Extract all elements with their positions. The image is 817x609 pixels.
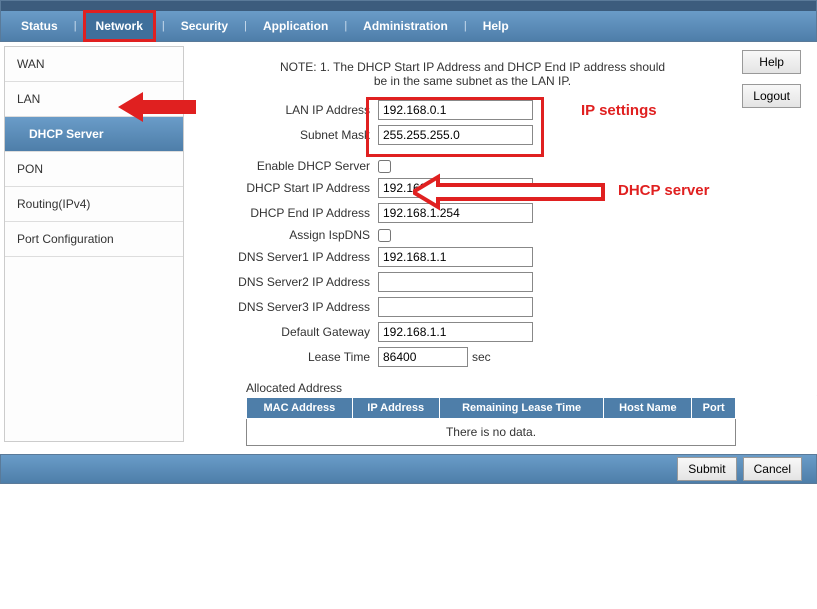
lan-ip-label: LAN IP Address	[198, 103, 378, 117]
tab-help[interactable]: Help	[473, 13, 519, 39]
help-button[interactable]: Help	[742, 50, 801, 74]
sidebar-item-wan[interactable]: WAN	[5, 47, 183, 82]
tab-security[interactable]: Security	[171, 13, 238, 39]
sidebar-item-routing[interactable]: Routing(IPv4)	[5, 187, 183, 222]
tab-application[interactable]: Application	[253, 13, 338, 39]
lease-suffix: sec	[472, 350, 491, 364]
bottom-bar: Submit Cancel	[0, 454, 817, 484]
allocated-empty: There is no data.	[247, 419, 736, 446]
tab-status[interactable]: Status	[11, 13, 68, 39]
col-host: Host Name	[604, 398, 692, 419]
gateway-input[interactable]	[378, 322, 533, 342]
assign-ispdns-checkbox[interactable]	[378, 229, 391, 242]
main-panel: Help Logout NOTE: 1. The DHCP Start IP A…	[188, 42, 817, 446]
dns3-input[interactable]	[378, 297, 533, 317]
dns1-input[interactable]	[378, 247, 533, 267]
lease-input[interactable]	[378, 347, 468, 367]
dns2-input[interactable]	[378, 272, 533, 292]
col-lease: Remaining Lease Time	[439, 398, 604, 419]
allocated-table: MAC Address IP Address Remaining Lease T…	[246, 397, 736, 446]
top-nav: Status | Network | Security | Applicatio…	[1, 11, 816, 41]
dns2-label: DNS Server2 IP Address	[198, 275, 378, 289]
note-text: NOTE: 1. The DHCP Start IP Address and D…	[198, 60, 747, 88]
lan-ip-input[interactable]	[378, 100, 533, 120]
dhcp-start-label: DHCP Start IP Address	[198, 181, 378, 195]
lease-label: Lease Time	[198, 350, 378, 364]
tab-network[interactable]: Network	[83, 10, 156, 42]
cancel-button[interactable]: Cancel	[743, 457, 802, 481]
logout-button[interactable]: Logout	[742, 84, 801, 108]
assign-ispdns-label: Assign IspDNS	[198, 228, 378, 242]
sidebar-item-lan[interactable]: LAN	[5, 82, 183, 117]
dns3-label: DNS Server3 IP Address	[198, 300, 378, 314]
sidebar-item-dhcp-server[interactable]: DHCP Server	[5, 117, 183, 152]
subnet-label: Subnet Mask	[198, 128, 378, 142]
gateway-label: Default Gateway	[198, 325, 378, 339]
sidebar-item-pon[interactable]: PON	[5, 152, 183, 187]
submit-button[interactable]: Submit	[677, 457, 736, 481]
tab-administration[interactable]: Administration	[353, 13, 458, 39]
subnet-input[interactable]	[378, 125, 533, 145]
sidebar: WAN LAN DHCP Server PON Routing(IPv4) Po…	[4, 46, 184, 442]
enable-dhcp-label: Enable DHCP Server	[198, 159, 378, 173]
dhcp-end-input[interactable]	[378, 203, 533, 223]
allocated-caption: Allocated Address	[246, 381, 807, 395]
dhcp-start-input[interactable]	[378, 178, 533, 198]
dns1-label: DNS Server1 IP Address	[198, 250, 378, 264]
col-ip: IP Address	[352, 398, 439, 419]
col-port: Port	[692, 398, 736, 419]
sidebar-item-port-config[interactable]: Port Configuration	[5, 222, 183, 257]
col-mac: MAC Address	[247, 398, 353, 419]
enable-dhcp-checkbox[interactable]	[378, 160, 391, 173]
dhcp-end-label: DHCP End IP Address	[198, 206, 378, 220]
